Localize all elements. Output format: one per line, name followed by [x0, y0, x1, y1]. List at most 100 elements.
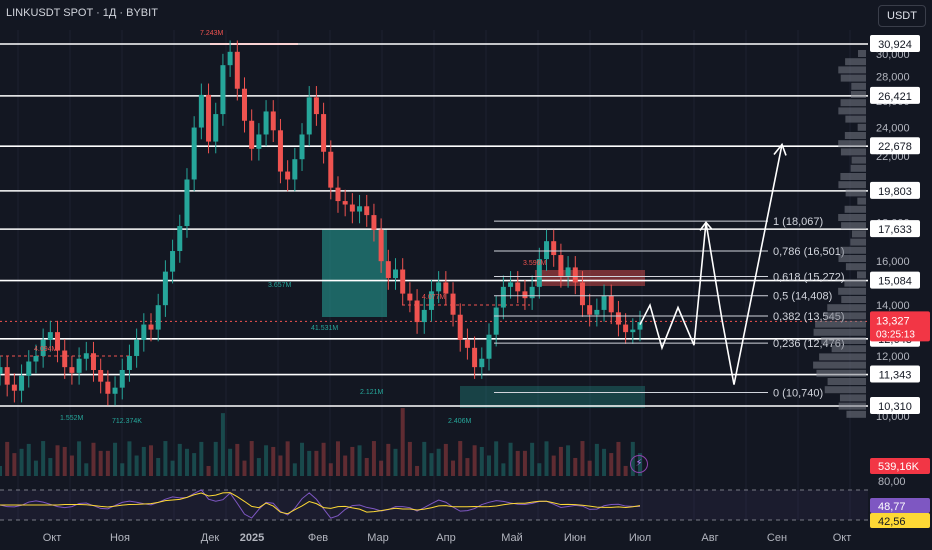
x-tick: Июн — [564, 532, 586, 544]
volume-profile-bar — [838, 214, 866, 221]
candle — [601, 295, 607, 310]
y-tick: 22,000 — [876, 151, 910, 163]
candle — [328, 151, 334, 188]
candle — [565, 267, 571, 276]
volume-bar — [486, 455, 491, 476]
candle — [630, 329, 636, 333]
candle — [234, 51, 240, 89]
volume-bar — [98, 450, 103, 476]
volume-annotation: 3.657M — [268, 282, 292, 289]
y-tick: 14,000 — [876, 300, 910, 312]
y-tick: 24,000 — [876, 123, 910, 135]
volume-bar — [544, 441, 549, 476]
candle — [155, 305, 161, 330]
rsi-band — [0, 490, 868, 520]
volume-bar — [379, 460, 384, 476]
candle — [47, 332, 53, 340]
level-tag — [870, 181, 920, 199]
volume-profile-bar — [838, 140, 866, 148]
volume-profile-bar — [831, 345, 866, 353]
countdown: 03:25:13 — [876, 329, 915, 340]
candle — [306, 97, 312, 135]
lightning-icon[interactable]: ⚡ — [630, 455, 648, 473]
volume-profile-bar — [857, 197, 866, 205]
volume-bar — [407, 441, 412, 476]
volume-bar — [62, 446, 67, 476]
candle — [407, 293, 413, 301]
volume-bar — [551, 455, 556, 476]
candle — [285, 171, 291, 180]
volume-bar — [249, 441, 254, 476]
volume-bar — [328, 463, 333, 476]
volume-profile-bar — [840, 74, 866, 82]
candle — [112, 387, 118, 394]
volume-bar — [177, 443, 182, 476]
x-tick: Дек — [201, 532, 220, 544]
candle — [126, 355, 132, 371]
volume-bar — [343, 455, 348, 476]
candle — [162, 271, 168, 306]
candle — [608, 295, 614, 313]
candle — [141, 324, 147, 340]
volume-bar — [422, 441, 427, 476]
volume-profile-bar — [825, 312, 866, 320]
volume-profile-bar — [838, 255, 866, 262]
volume-bar — [278, 455, 283, 476]
candle — [148, 324, 154, 330]
candle — [206, 94, 212, 142]
candle — [544, 241, 550, 260]
current-price-tag — [870, 311, 930, 342]
volume-bar — [77, 441, 82, 476]
candle — [551, 241, 557, 256]
candle — [19, 375, 25, 391]
level-tag-label: 26,421 — [878, 91, 912, 103]
candle — [371, 215, 377, 230]
volume-bar — [48, 458, 53, 476]
candle — [62, 350, 68, 368]
volume-bar — [436, 448, 441, 476]
candle — [292, 159, 298, 180]
volume-bar — [335, 441, 340, 476]
candle — [536, 259, 542, 287]
volume-bar — [451, 460, 456, 476]
candle — [443, 282, 449, 294]
volume-bar — [170, 460, 175, 476]
candle — [277, 130, 283, 172]
candle — [119, 370, 125, 388]
volume-bar — [429, 453, 434, 476]
volume-profile-bar — [851, 82, 866, 90]
volume-profile-bar — [840, 246, 866, 254]
volume-bar — [220, 413, 225, 476]
currency-button[interactable]: USDT — [878, 5, 926, 27]
candle — [357, 206, 363, 212]
level-tag — [870, 365, 920, 383]
supply-zone — [535, 270, 645, 286]
volume-bar — [113, 442, 118, 476]
volume-annotation: 2.121M — [360, 389, 384, 396]
volume-profile-bar — [838, 181, 866, 189]
candle — [457, 314, 463, 340]
x-tick: Апр — [436, 532, 455, 544]
candle — [364, 206, 370, 216]
candle — [594, 309, 600, 315]
projection-arrowhead — [699, 221, 713, 231]
volume-profile-bar — [851, 156, 866, 164]
candle — [493, 307, 499, 335]
volume-profile-bar — [841, 222, 866, 230]
candle — [450, 293, 456, 315]
candle — [220, 65, 226, 115]
volume-bar — [587, 460, 592, 476]
volume-profile-bar — [821, 337, 866, 344]
volume-value: 539,16K — [878, 461, 920, 473]
candle — [249, 120, 255, 149]
volume-bar — [566, 445, 571, 476]
candle — [69, 367, 75, 373]
volume-bar — [386, 443, 391, 476]
volume-annotation: 7.243M — [200, 30, 224, 37]
level-tag-label: 17,633 — [878, 224, 912, 236]
candle — [414, 300, 420, 323]
volume-bar — [307, 450, 312, 476]
candle — [428, 291, 434, 310]
volume-bar — [105, 450, 110, 476]
